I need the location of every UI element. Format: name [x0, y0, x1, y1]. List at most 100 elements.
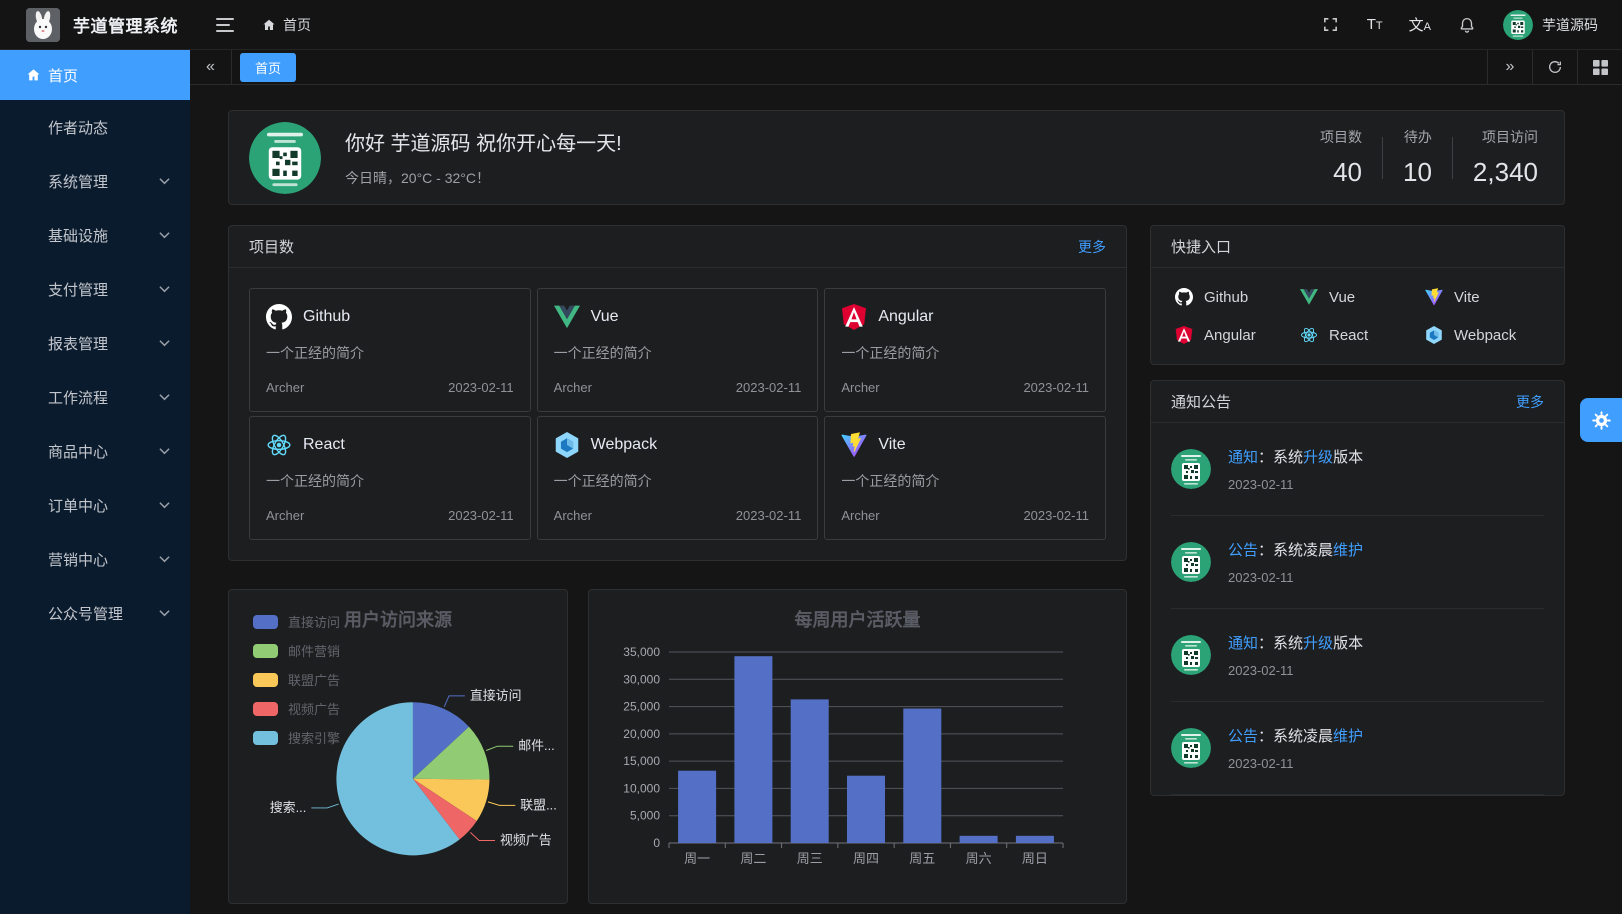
top-navbar: 芋道管理系统 首页 TT 文A: [0, 0, 1622, 50]
pie-label: 邮件...: [518, 738, 555, 753]
fullscreen-icon[interactable]: [1321, 15, 1341, 35]
shortcut-item[interactable]: Vite: [1425, 288, 1540, 306]
pie-slice-邮件营销[interactable]: [412, 726, 490, 780]
pie-slice-直接访问[interactable]: [412, 702, 469, 779]
legend-swatch: [253, 672, 278, 687]
pie-label-line: [443, 695, 465, 708]
angular-icon: [1175, 326, 1193, 344]
chevron-down-icon: [159, 178, 170, 185]
sidebar-item-商品中心[interactable]: 商品中心: [0, 424, 190, 478]
sidebar-item-系统管理[interactable]: 系统管理: [0, 154, 190, 208]
react-icon: [266, 432, 292, 458]
notice-item[interactable]: 公告：系统凌晨维护 2023-02-11: [1171, 516, 1544, 609]
sidebar-item-首页[interactable]: 首页: [0, 50, 190, 100]
legend-item-联盟广告[interactable]: 联盟广告: [253, 670, 340, 689]
sidebar-nav: 首页 作者动态 系统管理 基础设施 支付管理 报表管理: [0, 50, 190, 914]
x-tick-label: 周六: [966, 851, 992, 866]
main-content: 你好 芋道源码 祝你开心每一天! 今日晴，20°C - 32°C！ 项目数 40…: [190, 85, 1622, 914]
shortcut-item[interactable]: Webpack: [1425, 326, 1540, 344]
legend-item-直接访问[interactable]: 直接访问: [253, 612, 340, 631]
user-qr-avatar: [249, 122, 321, 194]
sidebar-item-公众号管理[interactable]: 公众号管理: [0, 586, 190, 640]
y-tick-label: 35,000: [623, 645, 660, 659]
legend-item-视频广告[interactable]: 视频广告: [253, 699, 340, 718]
sidebar-item-报表管理[interactable]: 报表管理: [0, 316, 190, 370]
sidebar-item-label: 支付管理: [48, 281, 109, 299]
legend-label: 搜索引擎: [288, 731, 341, 746]
greeting-stats: 项目数 40 待办 10 项目访问 2,340: [1320, 127, 1538, 188]
menu-collapse-icon[interactable]: [216, 17, 234, 32]
notification-bell-icon[interactable]: [1457, 15, 1477, 35]
projects-more-link[interactable]: 更多: [1078, 238, 1106, 255]
project-card[interactable]: Github 一个正经的简介 Archer 2023-02-11: [249, 288, 531, 412]
shortcut-item[interactable]: Vue: [1300, 288, 1415, 306]
bar-周一[interactable]: [678, 770, 717, 843]
angular-icon: [841, 304, 867, 330]
sidebar-item-支付管理[interactable]: 支付管理: [0, 262, 190, 316]
legend-swatch: [253, 730, 278, 745]
legend-item-邮件营销[interactable]: 邮件营销: [253, 641, 340, 660]
project-card[interactable]: Vue 一个正经的简介 Archer 2023-02-11: [536, 288, 819, 412]
pie-label-line: [486, 745, 514, 751]
greeting-weather: 今日晴，20°C - 32°C！: [345, 170, 491, 186]
shortcut-label: Angular: [1204, 326, 1256, 344]
bar-周日[interactable]: [1015, 835, 1054, 843]
breadcrumb[interactable]: 首页: [262, 15, 311, 35]
home-icon: [263, 19, 275, 30]
bar-周四[interactable]: [847, 775, 885, 843]
project-card[interactable]: Webpack 一个正经的简介 Archer 2023-02-11: [536, 416, 819, 540]
x-tick-label: 周二: [740, 851, 766, 866]
shortcut-item[interactable]: React: [1300, 326, 1415, 344]
tabs-scroll-right-icon[interactable]: »: [1487, 50, 1532, 84]
notice-qr-avatar: [1171, 449, 1211, 489]
sidebar-item-label: 基础设施: [48, 227, 109, 245]
pie-slice-联盟广告[interactable]: [412, 778, 490, 822]
shortcut-item[interactable]: Angular: [1175, 326, 1290, 344]
bar-周三[interactable]: [790, 699, 829, 843]
sidebar-item-订单中心[interactable]: 订单中心: [0, 478, 190, 532]
notice-item[interactable]: 通知：系统升级版本 2023-02-11: [1171, 423, 1544, 516]
shortcuts-panel-title: 快捷入口: [1171, 239, 1232, 256]
translate-icon[interactable]: 文A: [1408, 17, 1431, 34]
notice-item[interactable]: 公告：系统凌晨维护 2023-02-11: [1171, 702, 1544, 795]
user-menu[interactable]: 芋道源码: [1503, 10, 1598, 40]
bar-chart[interactable]: 0 5,000 10,000 15,000 20,000 25,000 30,000 35,0…: [589, 590, 1126, 903]
pie-slice-搜索引擎[interactable]: [336, 702, 460, 856]
settings-gear-button[interactable]: [1580, 398, 1622, 442]
bar-周六[interactable]: [959, 835, 998, 843]
project-desc: 一个正经的简介: [266, 473, 364, 489]
pie-label: 视频广告: [500, 833, 552, 848]
sidebar-item-label: 作者动态: [48, 119, 109, 137]
sidebar-item-工作流程[interactable]: 工作流程: [0, 370, 190, 424]
sidebar-item-label: 报表管理: [48, 335, 109, 353]
notices-more-link[interactable]: 更多: [1516, 393, 1544, 410]
stat-projects: 项目数 40: [1320, 129, 1362, 187]
pie-chart[interactable]: 直接访问邮件...联盟...视频广告搜索...: [229, 590, 567, 903]
project-card[interactable]: Vite 一个正经的简介 Archer 2023-02-11: [824, 416, 1106, 540]
pie-label: 搜索...: [270, 800, 307, 815]
tabs-scroll-left-icon[interactable]: «: [190, 50, 232, 84]
y-tick-label: 30,000: [623, 672, 660, 686]
project-card[interactable]: React 一个正经的简介 Archer 2023-02-11: [249, 416, 531, 540]
layout-grid-icon[interactable]: [1577, 50, 1622, 84]
pie-slice-视频广告[interactable]: [412, 778, 477, 840]
tags-view-bar: « 首页 »: [190, 50, 1622, 85]
y-tick-label: 5,000: [630, 809, 660, 823]
shortcut-item[interactable]: Github: [1175, 288, 1290, 306]
sidebar-item-营销中心[interactable]: 营销中心: [0, 532, 190, 586]
project-card[interactable]: Angular 一个正经的简介 Archer 2023-02-11: [824, 288, 1106, 412]
react-icon: [1300, 326, 1318, 344]
project-name: Github: [303, 308, 351, 325]
shortcut-label: Webpack: [1454, 326, 1517, 344]
stat-visits: 项目访问 2,340: [1472, 129, 1538, 187]
bar-周二[interactable]: [734, 656, 773, 843]
breadcrumb-home: 首页: [283, 16, 311, 33]
sidebar-item-基础设施[interactable]: 基础设施: [0, 208, 190, 262]
sidebar-item-作者动态[interactable]: 作者动态: [0, 100, 190, 154]
tab-home[interactable]: 首页: [240, 52, 297, 82]
notice-item[interactable]: 通知：系统升级版本 2023-02-11: [1171, 609, 1544, 702]
legend-item-搜索引擎[interactable]: 搜索引擎: [253, 728, 340, 747]
font-size-icon[interactable]: TT: [1366, 16, 1383, 33]
bar-周五[interactable]: [903, 708, 942, 844]
refresh-icon[interactable]: [1532, 50, 1577, 84]
